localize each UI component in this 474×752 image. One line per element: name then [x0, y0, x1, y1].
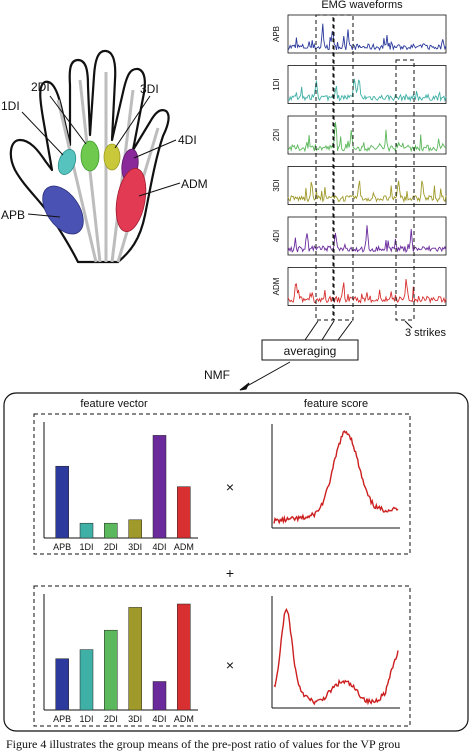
bar-tick-label: 2DI [104, 542, 118, 552]
bar-1di [79, 522, 94, 539]
bar-4di [152, 435, 167, 539]
process-steps: averaging NMF [204, 320, 359, 391]
bar-adm [177, 486, 191, 539]
bar-2di [104, 522, 118, 539]
bar-tick-label: 1DI [79, 542, 93, 552]
feature-score-plot-1 [271, 424, 400, 529]
emg-traces: APB 1DI 2DI 3DI 4DI ADM [272, 14, 447, 306]
emg-trace [287, 278, 447, 304]
component-2-box [33, 585, 411, 727]
emg-trace [287, 23, 447, 51]
emg-trace [287, 225, 447, 254]
emg-channel-label: 1DI [272, 78, 281, 90]
bar-3di [128, 519, 142, 539]
emg-channel-label: ADM [272, 277, 281, 295]
averaging-label: averaging [284, 344, 337, 358]
hand-diagram: 1DI 2DI 3DI 4DI ADM APB [1, 49, 208, 264]
emg-panel-frame [287, 65, 447, 104]
label-3di: 3DI [140, 82, 159, 96]
bar-tick-label: 4DI [152, 714, 166, 724]
muscle-adm [115, 167, 147, 233]
bar-tick-label: 2DI [104, 714, 118, 724]
bar-3di [128, 607, 142, 711]
feature-score-plot-2 [271, 596, 400, 709]
plus-symbol: + [226, 565, 234, 581]
bar-apb [55, 658, 69, 711]
emg-panel-frame [287, 267, 447, 306]
emg-channel-label: APB [272, 26, 281, 42]
emg-channel-label: 3DI [272, 179, 281, 191]
label-adm: ADM [181, 177, 208, 191]
emg-channel-label: 2DI [272, 129, 281, 141]
emg-trace [287, 78, 447, 103]
component-1-box [33, 413, 411, 555]
results-panel: feature vector feature score APB 1DI 2DI 3D… [3, 392, 469, 732]
figure-caption: Figure 4 illustrates the group means of … [6, 737, 401, 751]
averaging-box [261, 339, 359, 361]
feature-vector-chart-2: APB 1DI 2DI 3DI 4DI ADM [43, 594, 198, 724]
emg-channel-label: 4DI [272, 230, 281, 242]
times-symbol-2: × [226, 657, 234, 673]
emg-title: EMG waveforms [321, 0, 403, 11]
emg-panel-frame [287, 166, 447, 205]
bar-tick-label: 1DI [79, 714, 93, 724]
bar-apb [55, 465, 69, 539]
emg-trace [287, 180, 447, 204]
muscle-2di [80, 140, 100, 172]
hand-outline [9, 49, 170, 264]
label-pointers [21, 95, 181, 218]
results-frame [3, 392, 469, 732]
emg-panel-frame [287, 216, 447, 256]
feature-vector-chart-1: APB 1DI 2DI 3DI 4DI ADM [43, 422, 198, 552]
bar-4di [152, 681, 167, 711]
averaging-connectors [304, 320, 353, 341]
label-4di: 4DI [178, 133, 197, 147]
times-symbol-1: × [226, 479, 234, 495]
muscle-apb [42, 185, 84, 235]
strikes-pointer [404, 320, 413, 329]
bar-tick-label: ADM [174, 542, 194, 552]
muscle-1di [57, 149, 77, 175]
emg-trace [287, 122, 447, 153]
label-apb: APB [1, 208, 25, 222]
nmf-label: NMF [204, 368, 230, 382]
label-1di: 1DI [1, 99, 20, 113]
strikes-label: 3 strikes [405, 327, 446, 339]
bar-tick-label: APB [53, 714, 71, 724]
bar-tick-label: APB [53, 542, 71, 552]
nmf-arrowhead [239, 382, 250, 391]
feature-vector-title: feature vector [80, 398, 148, 410]
bar-2di [104, 629, 118, 711]
bar-adm [177, 603, 191, 711]
strike-boxes [315, 14, 415, 321]
bar-tick-label: 4DI [152, 542, 166, 552]
emg-panel: EMG waveforms APB 1DI 2DI 3DI 4DI ADM 3 strik… [272, 0, 446, 339]
bar-1di [79, 649, 94, 711]
bar-tick-label: ADM [174, 714, 194, 724]
emg-panel-frame [287, 14, 447, 54]
muscle-3di [103, 143, 121, 171]
emg-panel-frame [287, 115, 447, 155]
bar-tick-label: 3DI [128, 714, 142, 724]
feature-score-title: feature score [304, 398, 368, 410]
label-2di: 2DI [31, 80, 50, 94]
bar-tick-label: 3DI [128, 542, 142, 552]
